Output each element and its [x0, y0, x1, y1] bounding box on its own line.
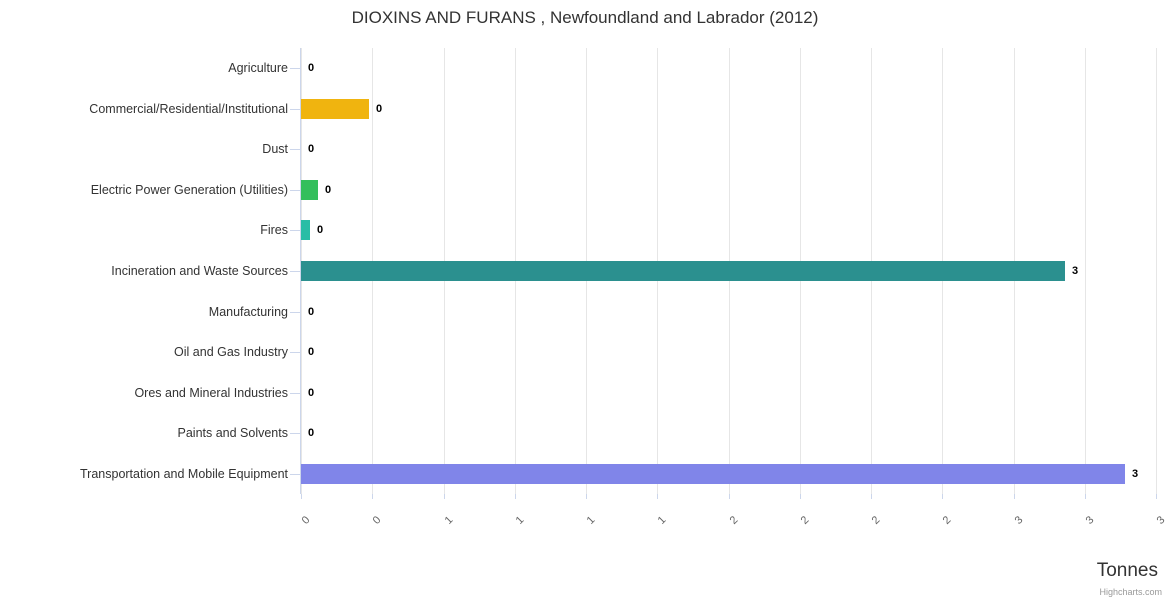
- x-tick-label: 1: [513, 514, 527, 527]
- value-label: 0: [376, 103, 383, 115]
- x-tick-label: 2: [940, 514, 954, 527]
- value-label: 3: [1132, 468, 1139, 480]
- bar-commercial-residential-institutional[interactable]: [301, 99, 369, 119]
- plot-area: [300, 48, 1157, 499]
- x-axis-tick: [1014, 494, 1015, 499]
- x-axis-tick: [444, 494, 445, 499]
- x-tick-label: 0: [299, 514, 313, 527]
- x-axis-tick: [515, 494, 516, 499]
- x-tick-label: 1: [655, 514, 669, 527]
- x-axis-tick: [942, 494, 943, 499]
- x-tick-label: 3: [1154, 514, 1168, 527]
- bar-electric-power-generation-utilities-[interactable]: [301, 180, 318, 200]
- x-axis-tick: [372, 494, 373, 499]
- bar-incineration-and-waste-sources[interactable]: [301, 261, 1065, 281]
- x-tick-label: 0: [370, 514, 384, 527]
- x-axis-tick: [729, 494, 730, 499]
- x-axis-tick: [800, 494, 801, 499]
- x-tick-label: 1: [584, 514, 598, 527]
- x-tick-label: 2: [869, 514, 883, 527]
- gridline: [1085, 48, 1086, 494]
- category-label: Dust: [262, 142, 288, 156]
- category-tick: [290, 149, 300, 150]
- category-tick: [290, 393, 300, 394]
- x-tick-label: 1: [442, 514, 456, 527]
- x-tick-label: 2: [798, 514, 812, 527]
- category-label: Ores and Mineral Industries: [134, 386, 288, 400]
- x-axis-tick: [586, 494, 587, 499]
- x-tick-label: 3: [1083, 514, 1097, 527]
- x-axis-title: Tonnes: [1096, 560, 1158, 581]
- category-label: Manufacturing: [208, 305, 288, 319]
- category-tick: [290, 271, 300, 272]
- value-label: 0: [308, 387, 315, 399]
- value-label: 0: [308, 62, 315, 74]
- bar-transportation-and-mobile-equipment[interactable]: [301, 464, 1125, 484]
- category-tick: [290, 312, 300, 313]
- x-axis-tick: [1085, 494, 1086, 499]
- category-tick: [290, 68, 300, 69]
- category-label: Incineration and Waste Sources: [111, 264, 288, 278]
- category-tick: [290, 474, 300, 475]
- category-label: Commercial/Residential/Institutional: [89, 102, 288, 116]
- value-label: 0: [317, 224, 324, 236]
- bar-fires[interactable]: [301, 220, 310, 240]
- x-axis-tick: [657, 494, 658, 499]
- category-label: Agriculture: [228, 61, 288, 75]
- category-label: Electric Power Generation (Utilities): [90, 183, 288, 197]
- category-tick: [290, 109, 300, 110]
- gridline: [1156, 48, 1157, 494]
- category-label: Paints and Solvents: [177, 426, 289, 440]
- x-axis-tick: [1156, 494, 1157, 499]
- category-label: Fires: [260, 223, 288, 237]
- value-label: 0: [325, 184, 332, 196]
- value-label: 3: [1072, 265, 1079, 277]
- x-axis-tick: [301, 494, 302, 499]
- category-label: Transportation and Mobile Equipment: [80, 467, 288, 481]
- x-tick-label: 2: [727, 514, 741, 527]
- x-axis-tick: [871, 494, 872, 499]
- value-label: 0: [308, 143, 315, 155]
- highcharts-credit[interactable]: Highcharts.com: [1099, 587, 1162, 597]
- value-label: 0: [308, 427, 315, 439]
- value-label: 0: [308, 346, 315, 358]
- category-label: Oil and Gas Industry: [174, 345, 288, 359]
- category-tick: [290, 190, 300, 191]
- chart-title: DIOXINS AND FURANS , Newfoundland and La…: [351, 8, 819, 27]
- category-tick: [290, 352, 300, 353]
- x-tick-label: 3: [1012, 514, 1026, 527]
- category-tick: [290, 433, 300, 434]
- category-tick: [290, 230, 300, 231]
- value-label: 0: [308, 306, 315, 318]
